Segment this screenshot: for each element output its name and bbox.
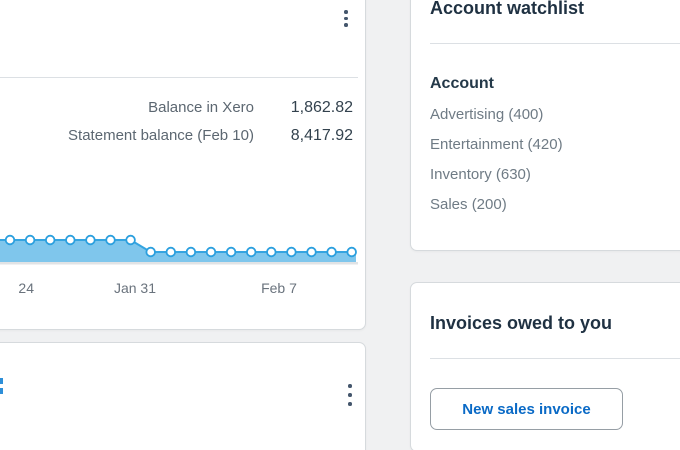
chart-area-fill	[0, 240, 356, 262]
statement-balance-label: Statement balance (Feb 10)	[68, 127, 254, 144]
chart-data-point-marker	[165, 246, 177, 258]
chart-data-point-marker	[45, 234, 56, 246]
statement-balance-value: 8,417.92	[290, 127, 353, 144]
chart-data-point-marker	[225, 246, 237, 258]
balance-in-xero-label: Balance in Xero	[148, 99, 254, 116]
chart-data-point-marker	[286, 246, 297, 258]
second-account-card	[0, 342, 366, 450]
chart-data-point-marker	[65, 234, 76, 246]
watchlist-row-inventory: Inventory (630)	[430, 166, 531, 183]
chart-data-point-marker	[245, 246, 257, 258]
cropped-blue-text-fragment	[0, 377, 3, 384]
account-watchlist-title: Account watchlist	[430, 0, 585, 18]
chart-data-point-marker	[205, 246, 217, 258]
kebab-vertical-icon	[344, 16, 348, 20]
cropped-blue-text-fragment	[0, 387, 3, 394]
balance-sparkline-chart	[0, 234, 358, 265]
chart-data-point-marker	[145, 246, 156, 258]
watchlist-row-advertising: Advertising (400)	[430, 106, 544, 123]
bank-account-card	[0, 0, 366, 330]
new-sales-invoice-button[interactable]: New sales invoice	[430, 388, 623, 430]
chart-data-point-marker	[105, 234, 116, 246]
chart-data-point-marker	[4, 234, 16, 246]
watchlist-divider	[430, 43, 680, 44]
kebab-vertical-icon	[348, 393, 352, 397]
bank-card-divider	[0, 77, 358, 78]
chart-data-point-marker	[24, 234, 36, 246]
watchlist-row-entertainment: Entertainment (420)	[430, 136, 563, 153]
second-card-menu-button[interactable]	[344, 382, 356, 408]
chart-baseline	[0, 262, 358, 265]
chart-data-point-marker	[185, 246, 197, 258]
chart-data-point-marker	[85, 234, 96, 246]
kebab-vertical-icon	[348, 384, 352, 388]
kebab-vertical-icon	[348, 402, 352, 406]
x-axis-label-jan-24: 24	[18, 280, 34, 296]
watchlist-row-sales: Sales (200)	[430, 196, 507, 213]
chart-data-point-marker	[266, 246, 277, 258]
kebab-vertical-icon	[344, 10, 348, 14]
chart-data-point-marker	[125, 234, 136, 246]
chart-data-point-marker	[326, 246, 337, 258]
account-watchlist-card	[410, 0, 680, 251]
x-axis-label-jan-31: Jan 31	[113, 280, 157, 296]
x-axis-label-feb-7: Feb 7	[261, 280, 297, 296]
invoices-divider	[430, 358, 680, 359]
watchlist-column-header: Account	[430, 75, 494, 92]
chart-data-point-marker	[306, 246, 317, 258]
kebab-vertical-icon	[344, 23, 348, 27]
chart-data-point-marker	[346, 246, 357, 258]
balance-in-xero-value: 1,862.82	[290, 99, 353, 116]
invoices-owed-title: Invoices owed to you	[430, 313, 613, 333]
bank-card-menu-button[interactable]	[340, 8, 352, 29]
